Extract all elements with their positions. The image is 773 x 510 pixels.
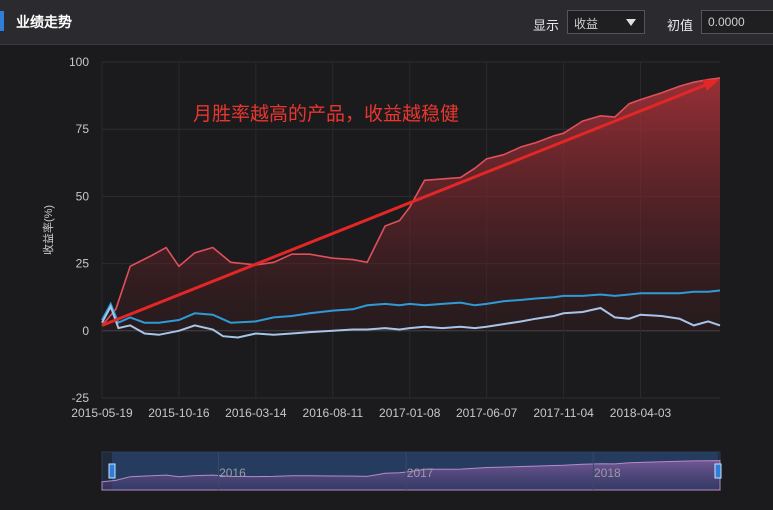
y-tick-label: 25 [76,257,90,271]
x-tick-label: 2018-04-03 [610,406,672,420]
x-tick-label: 2016-08-11 [303,406,364,420]
x-tick-label: 2017-11-04 [533,406,594,420]
navigator-handle-right[interactable] [714,463,722,479]
panel-header: 业绩走势 显示 收益 初值 [0,0,773,45]
chart-annotation: 月胜率越高的产品，收益越稳健 [193,103,459,125]
initial-value-input[interactable] [701,10,773,34]
navigator-handle-left[interactable] [108,463,116,479]
y-tick-label: 0 [82,324,89,338]
range-navigator[interactable]: 2016 2017 2018 [101,451,722,491]
x-axis: 2015-05-19 2015-10-16 2016-03-14 2016-08-11… [71,406,671,420]
benchmark1-line [101,289,721,325]
display-select[interactable]: 收益 [567,10,645,34]
navigator-series [101,460,721,491]
trend-arrow-head [702,79,719,91]
navigator-year-label: 2016 [219,466,246,480]
chevron-down-icon[interactable] [626,19,636,26]
header-accent-bar [0,11,4,31]
benchmark2-line [101,304,721,339]
x-tick-label: 2015-05-19 [71,406,133,420]
plot-area [101,77,721,339]
y-tick-label: 50 [76,189,90,203]
y-tick-label: -25 [72,391,90,405]
navigator-year-label: 2018 [594,466,621,480]
product-line [101,77,721,326]
initial-value-label: 初值 [667,18,694,33]
y-axis: 100 75 50 25 0 -25 [69,55,89,405]
grip-icon [714,463,722,479]
y-tick-label: 100 [69,55,89,69]
x-tick-label: 2017-01-08 [379,406,441,420]
trend-arrow-line [101,79,717,327]
panel-title: 业绩走势 [16,14,72,30]
display-select-value: 收益 [574,17,599,31]
y-tick-label: 75 [76,122,90,136]
display-label: 显示 [533,18,560,33]
x-tick-label: 2015-10-16 [148,406,210,420]
x-tick-label: 2017-06-07 [456,406,518,420]
grip-icon [108,463,116,479]
navigator-year-label: 2017 [407,466,434,480]
x-tick-label: 2016-03-14 [225,406,287,420]
y-axis-title: 收益率(%) [41,205,55,255]
